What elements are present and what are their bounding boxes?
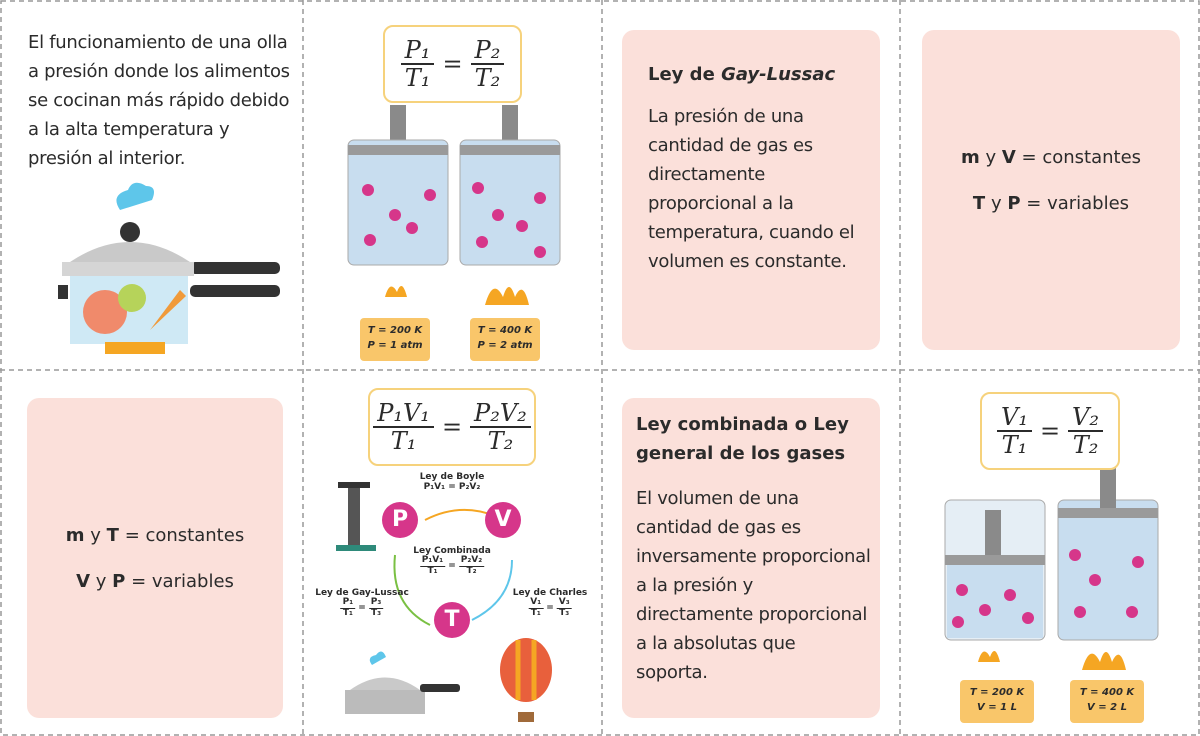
pistons-volume: [945, 468, 1158, 670]
den: T₂: [466, 567, 476, 577]
cond-text: y: [90, 525, 101, 546]
cond-bold: T: [107, 525, 119, 546]
node: T: [434, 602, 470, 638]
num: P₁: [401, 37, 435, 65]
page: El funcionamiento de una olla a presión …: [0, 0, 1200, 736]
op: =: [442, 50, 462, 78]
intro-text: El funcionamiento de una olla a presión …: [28, 28, 290, 173]
num: P₁V₁: [373, 400, 434, 428]
cond-bold: P: [1007, 193, 1020, 214]
cond-bold: m: [66, 525, 85, 546]
num: V₂: [1068, 404, 1103, 432]
op: =: [546, 603, 554, 613]
cond-bold: T: [973, 193, 985, 214]
den: T₂: [475, 65, 501, 91]
den: T₃: [559, 609, 569, 619]
num: P₂V₂: [470, 400, 531, 428]
den: T₁: [1002, 432, 1028, 458]
cond-line: m y T = constantes: [27, 513, 283, 559]
pressure-cooker: [58, 183, 280, 354]
card-title: Ley combinada o Ley general de los gases: [636, 410, 871, 468]
cond-line: m y V = constantes: [922, 135, 1180, 181]
den: T₂: [1073, 432, 1099, 458]
node: P: [382, 502, 418, 538]
cond-line: T y P = variables: [922, 181, 1180, 227]
den: T₁: [427, 567, 437, 577]
den: T₁: [391, 428, 417, 454]
den: T₂: [488, 428, 514, 454]
den: T₃: [371, 609, 381, 619]
cond-bold: m: [961, 147, 980, 168]
cond-text: y: [985, 147, 996, 168]
den: T₁: [531, 609, 541, 619]
cond-text: y: [991, 193, 1002, 214]
cond-text: = constantes: [1022, 147, 1142, 168]
cond-bold: P: [112, 571, 125, 592]
law-card: Ley combinada o Ley general de los gases…: [622, 398, 880, 718]
num: V₁: [997, 404, 1032, 432]
cond-line: V y P = variables: [27, 559, 283, 605]
pistons-pressure: [348, 105, 560, 305]
cond-text: = variables: [131, 571, 234, 592]
card-body: El volumen de una cantidad de gas es inv…: [636, 484, 871, 687]
den: T₁: [405, 65, 431, 91]
op: =: [448, 561, 456, 571]
cond-bold: V: [76, 571, 90, 592]
num: P₂: [471, 37, 505, 65]
node: V: [485, 502, 521, 538]
card-body: La presión de una cantidad de gas es dir…: [648, 102, 863, 276]
den: T₁: [343, 609, 353, 619]
card-title: Ley de Gay-Lussac: [648, 64, 835, 85]
op: =: [1040, 417, 1060, 445]
op: =: [442, 413, 462, 441]
cond-text: = variables: [1026, 193, 1129, 214]
cond-bold: V: [1002, 147, 1016, 168]
cond-text: = constantes: [125, 525, 245, 546]
cond-text: y: [96, 571, 107, 592]
op: =: [358, 603, 366, 613]
law-card: Ley de Gay-Lussac La presión de una cant…: [622, 30, 880, 350]
